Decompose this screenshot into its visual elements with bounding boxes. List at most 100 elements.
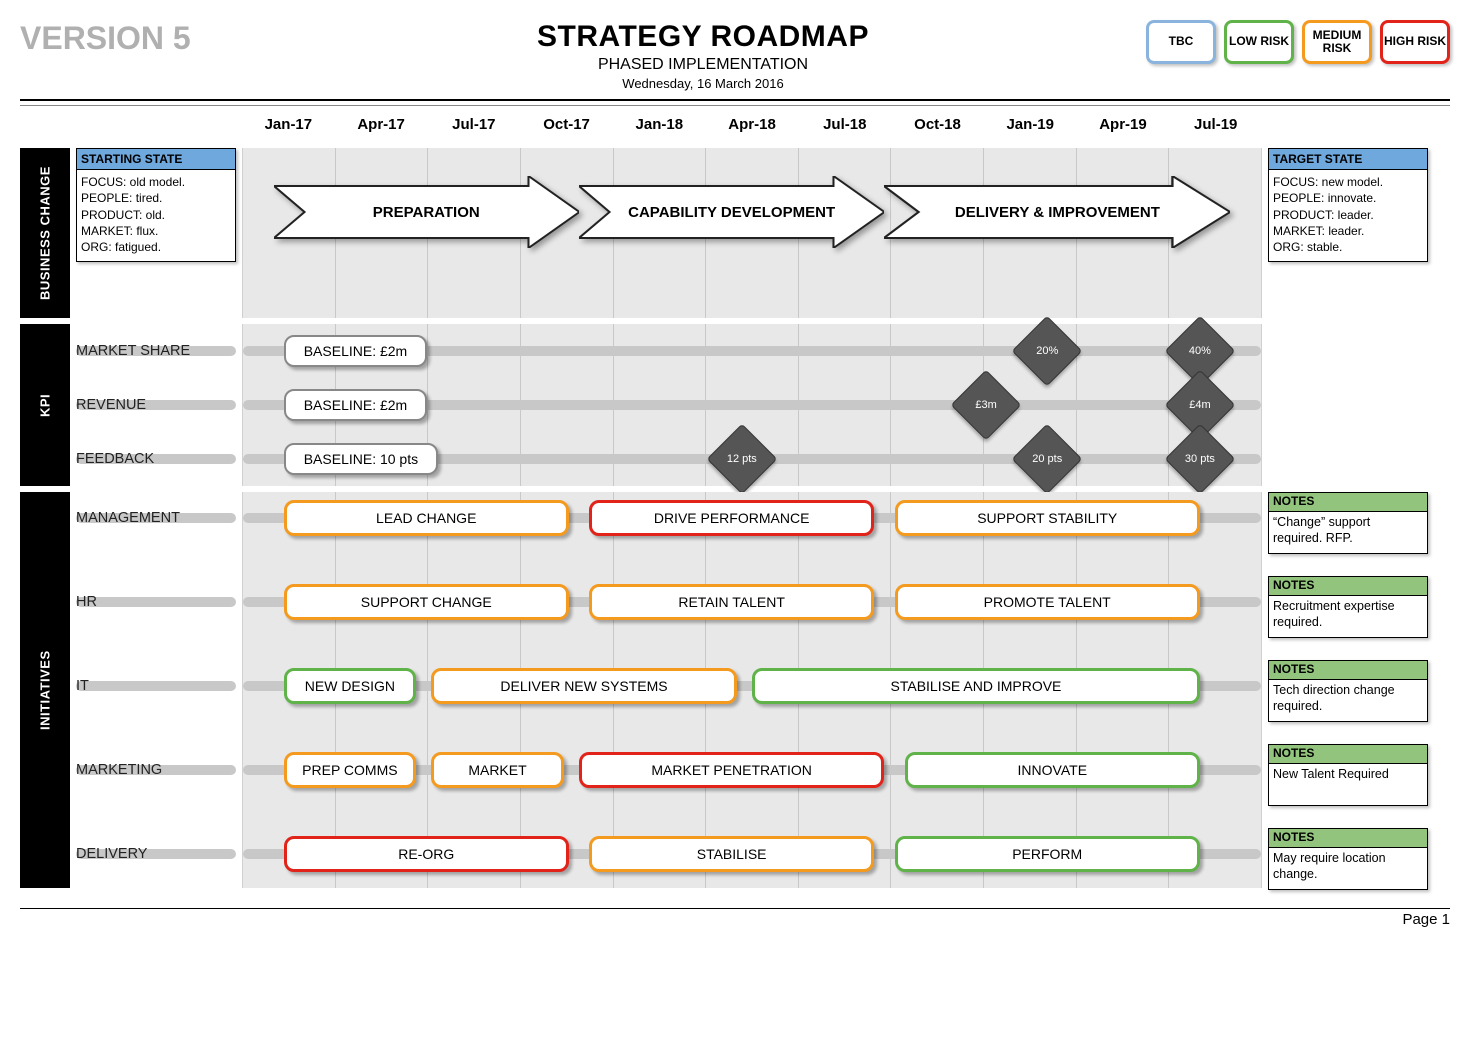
initiative-row-label: MARKETING xyxy=(76,762,162,778)
initiative-row: RE-ORG STABILISE PERFORM xyxy=(243,828,1261,880)
initiative-row: LEAD CHANGE DRIVE PERFORMANCE SUPPORT STAB… xyxy=(243,492,1261,544)
note-box: NOTES“Change” support required. RFP. xyxy=(1268,492,1428,554)
kpi-row-label: MARKET SHARE xyxy=(76,343,190,359)
note-body: Tech direction change required. xyxy=(1269,680,1427,717)
business-change-grid: PREPARATION CAPABILITY DEVELOPMENT DELIV… xyxy=(242,148,1262,318)
milestone-diamond: 40% xyxy=(1175,326,1225,376)
initiative-bar: NEW DESIGN xyxy=(284,668,416,704)
starting-state-box: STARTING STATE FOCUS: old model.PEOPLE: … xyxy=(76,148,236,318)
baseline-box: BASELINE: £2m xyxy=(284,389,428,421)
kpi-grid: BASELINE: £2m20%40%BASELINE: £2m£3m£4mBA… xyxy=(242,324,1262,486)
legend-tbc: TBC xyxy=(1146,20,1216,64)
initiative-grid: LEAD CHANGE DRIVE PERFORMANCE SUPPORT STAB… xyxy=(242,492,1262,888)
initiative-bar: SUPPORT CHANGE xyxy=(284,584,569,620)
initiative-row: NEW DESIGN DELIVER NEW SYSTEMS STABILISE A… xyxy=(243,660,1261,712)
timeline-col: Jan-18 xyxy=(613,112,706,142)
timeline-header: Jan-17Apr-17Jul-17Oct-17Jan-18Apr-18Jul-… xyxy=(242,112,1262,142)
kpi-row-label: FEEDBACK xyxy=(76,451,154,467)
note-body: Recruitment expertise required. xyxy=(1269,596,1427,633)
initiative-bar: INNOVATE xyxy=(905,752,1200,788)
legend-high-risk: HIGH RISK xyxy=(1380,20,1450,64)
milestone-diamond: 30 pts xyxy=(1175,434,1225,484)
kpi-row: BASELINE: 10 pts 12 pts 20 pts 30 pts xyxy=(243,432,1261,486)
initiative-bar: RETAIN TALENT xyxy=(589,584,874,620)
milestone-diamond: £3m xyxy=(961,380,1011,430)
baseline-box: BASELINE: £2m xyxy=(284,335,428,367)
note-box: NOTESTech direction change required. xyxy=(1268,660,1428,722)
timeline-col: Apr-17 xyxy=(335,112,428,142)
initiative-labels: MANAGEMENT HR IT MARKETING DELIVERY xyxy=(76,492,236,898)
initiative-notes: NOTES“Change” support required. RFP.NOTE… xyxy=(1268,492,1428,898)
note-box: NOTESNew Talent Required xyxy=(1268,744,1428,806)
initiative-bar: RE-ORG xyxy=(284,836,569,872)
phase-arrow: DELIVERY & IMPROVEMENT xyxy=(884,176,1230,248)
initiative-bar: DELIVER NEW SYSTEMS xyxy=(431,668,736,704)
initiative-bar: MARKET xyxy=(431,752,563,788)
phase-arrow: CAPABILITY DEVELOPMENT xyxy=(579,176,884,248)
initiative-bar: STABILISE xyxy=(589,836,874,872)
timeline-col: Apr-19 xyxy=(1077,112,1170,142)
initiative-bar: PERFORM xyxy=(895,836,1200,872)
timeline-col: Oct-17 xyxy=(520,112,613,142)
initiative-row-label: HR xyxy=(76,594,97,610)
starting-state-body: FOCUS: old model.PEOPLE: tired.PRODUCT: … xyxy=(77,170,235,261)
phase-arrows: PREPARATION CAPABILITY DEVELOPMENT DELIV… xyxy=(243,176,1261,248)
initiative-row: SUPPORT CHANGE RETAIN TALENT PROMOTE TALEN… xyxy=(243,576,1261,628)
timeline-col: Jul-18 xyxy=(798,112,891,142)
baseline-box: BASELINE: 10 pts xyxy=(284,443,438,475)
kpi-row: BASELINE: £2m 20% 40% xyxy=(243,324,1261,378)
initiative-row-label: MANAGEMENT xyxy=(76,510,180,526)
initiative-bar: PROMOTE TALENT xyxy=(895,584,1200,620)
initiative-bar: STABILISE AND IMPROVE xyxy=(752,668,1200,704)
page-date: Wednesday, 16 March 2016 xyxy=(260,76,1146,91)
milestone-diamond: 20% xyxy=(1022,326,1072,376)
legend-low-risk: LOW RISK xyxy=(1224,20,1294,64)
note-header: NOTES xyxy=(1269,493,1427,512)
phase-arrow: PREPARATION xyxy=(274,176,579,248)
starting-state-header: STARTING STATE xyxy=(77,149,235,170)
timeline-col: Apr-18 xyxy=(706,112,799,142)
note-box: NOTESRecruitment expertise required. xyxy=(1268,576,1428,638)
kpi-labels: MARKET SHARE REVENUE FEEDBACK xyxy=(76,324,236,486)
page-title: STRATEGY ROADMAP xyxy=(260,20,1146,54)
milestone-diamond: 20 pts xyxy=(1022,434,1072,484)
legend-medium-risk: MEDIUM RISK xyxy=(1302,20,1372,64)
milestone-diamond: 12 pts xyxy=(717,434,767,484)
note-body: “Change” support required. RFP. xyxy=(1269,512,1427,549)
initiative-bar: DRIVE PERFORMANCE xyxy=(589,500,874,536)
timeline-col: Jan-19 xyxy=(984,112,1077,142)
page-subtitle: PHASED IMPLEMENTATION xyxy=(260,56,1146,74)
initiative-row-label: IT xyxy=(76,678,89,694)
note-body: New Talent Required xyxy=(1269,764,1427,784)
note-header: NOTES xyxy=(1269,829,1427,848)
milestone-diamond: £4m xyxy=(1175,380,1225,430)
section-tab-initiatives: INITIATIVES xyxy=(20,492,70,888)
page-number: Page 1 xyxy=(20,908,1450,928)
initiative-row: PREP COMMS MARKET MARKET PENETRATION INNOVA… xyxy=(243,744,1261,796)
note-header: NOTES xyxy=(1269,577,1427,596)
initiative-bar: SUPPORT STABILITY xyxy=(895,500,1200,536)
legend: TBCLOW RISKMEDIUM RISKHIGH RISK xyxy=(1146,20,1450,64)
timeline-col: Oct-18 xyxy=(891,112,984,142)
version-label: VERSION 5 xyxy=(20,20,260,57)
timeline-col: Jan-17 xyxy=(242,112,335,142)
target-state-box: TARGET STATE FOCUS: new model.PEOPLE: in… xyxy=(1268,148,1428,318)
kpi-row-label: REVENUE xyxy=(76,397,146,413)
initiative-bar: PREP COMMS xyxy=(284,752,416,788)
kpi-row: BASELINE: £2m £3m £4m xyxy=(243,378,1261,432)
note-box: NOTESMay require location change. xyxy=(1268,828,1428,890)
initiative-bar: MARKET PENETRATION xyxy=(579,752,884,788)
note-header: NOTES xyxy=(1269,745,1427,764)
timeline-col: Jul-17 xyxy=(427,112,520,142)
section-tab-kpi: KPI xyxy=(20,324,70,486)
initiative-row-label: DELIVERY xyxy=(76,846,147,862)
title-block: STRATEGY ROADMAP PHASED IMPLEMENTATION W… xyxy=(260,20,1146,91)
timeline-col: Jul-19 xyxy=(1169,112,1262,142)
target-state-body: FOCUS: new model.PEOPLE: innovate.PRODUC… xyxy=(1269,170,1427,261)
header: VERSION 5 STRATEGY ROADMAP PHASED IMPLEM… xyxy=(20,20,1450,101)
initiative-bar: LEAD CHANGE xyxy=(284,500,569,536)
target-state-header: TARGET STATE xyxy=(1269,149,1427,170)
note-body: May require location change. xyxy=(1269,848,1427,885)
note-header: NOTES xyxy=(1269,661,1427,680)
section-tab-business-change: BUSINESS CHANGE xyxy=(20,148,70,318)
